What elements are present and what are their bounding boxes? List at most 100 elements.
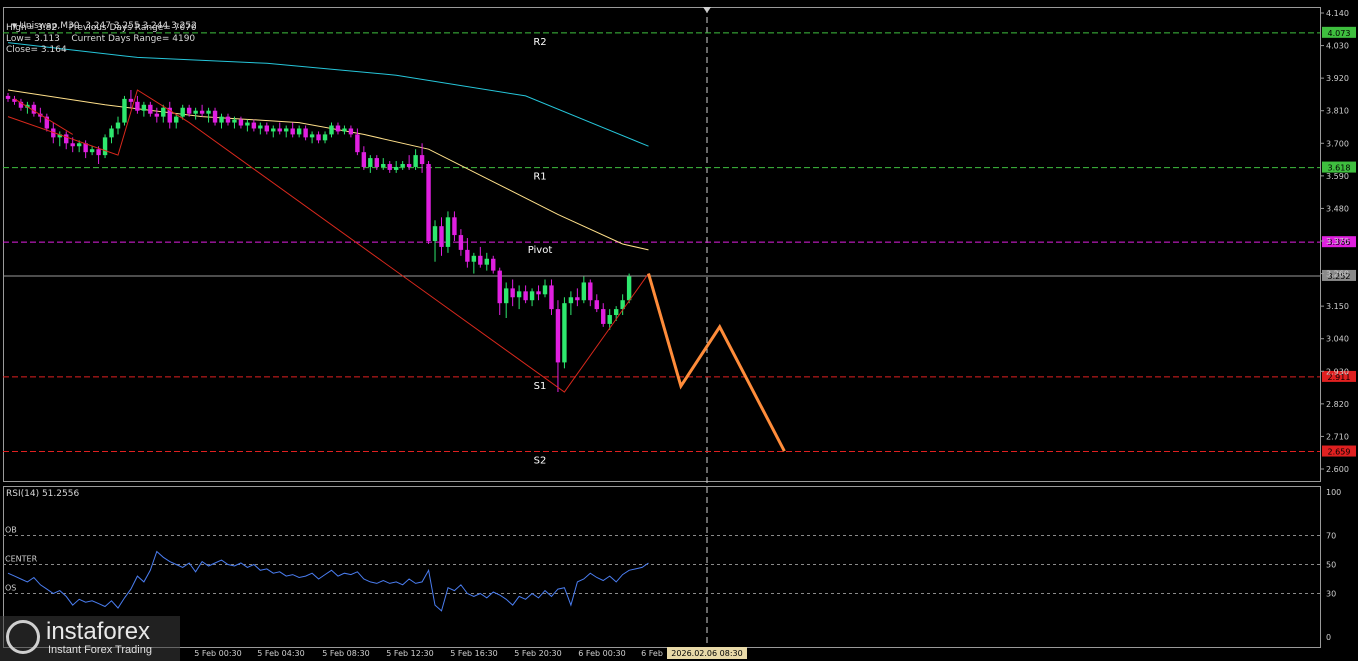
candle-body: [452, 217, 457, 236]
candle-body: [264, 125, 269, 132]
current-price-tag: [1322, 269, 1356, 281]
gear-logo-icon: [6, 620, 40, 654]
candle-body: [503, 288, 509, 304]
price-tag-s1: [1322, 370, 1356, 382]
candle-body: [458, 235, 464, 250]
candle-body: [335, 125, 341, 132]
wave-line-1: [7, 89, 649, 393]
wave-lines: [7, 89, 649, 393]
candle-body: [542, 285, 548, 295]
stats-line-2: Low= 3.113 Current Days Range= 4190: [6, 34, 196, 44]
price-tick-label: 2.710: [1326, 432, 1349, 441]
candle-body: [186, 107, 192, 114]
price-tag-label-s2: 2.659: [1328, 448, 1351, 457]
price-tick-label: 2.820: [1326, 400, 1349, 409]
candle-body: [613, 309, 619, 316]
candle-body: [361, 152, 367, 167]
pivot-label-s1: S1: [534, 381, 547, 392]
candle-body: [245, 122, 250, 126]
time-marker-icon: [703, 7, 711, 13]
candle-body: [322, 134, 328, 141]
candle-body: [381, 164, 386, 167]
candle-body: [484, 258, 489, 265]
grid-layer: [3, 7, 1321, 648]
candle-body: [232, 119, 237, 123]
price-tag-r2: [1322, 26, 1356, 38]
rsi-tick-label: 30: [1326, 590, 1336, 599]
price-tick-label: 2.930: [1326, 367, 1349, 376]
candle-body: [122, 98, 127, 123]
candle-body: [510, 288, 515, 298]
candle-body: [516, 291, 522, 298]
moving-averages: [7, 42, 649, 251]
price-tag-r1: [1322, 161, 1356, 173]
candle-body: [316, 134, 321, 141]
stats-line-1: High= 3.82 Previous Days Range= 7070: [6, 23, 197, 33]
rsi-tick-label: 70: [1326, 532, 1336, 541]
candle-body: [180, 107, 185, 117]
candle-body: [57, 134, 62, 138]
candle-body: [419, 155, 425, 165]
candles: [5, 89, 632, 393]
price-tick-label: 3.260: [1326, 270, 1349, 279]
candle-body: [555, 309, 561, 363]
candle-body: [523, 291, 528, 301]
price-tag-label-pivot: 3.366: [1328, 238, 1351, 247]
candle-body: [161, 107, 166, 117]
candle-body: [193, 110, 198, 114]
candle-body: [277, 128, 282, 132]
candle-body: [199, 110, 205, 114]
candle-body: [251, 122, 257, 129]
rsi-tick-label: 100: [1326, 488, 1341, 497]
main-panel-frame: [3, 7, 1321, 482]
candle-body: [309, 134, 315, 138]
candle-body: [471, 255, 477, 262]
rsi-panel-frame: [3, 486, 1321, 648]
candle-body: [529, 291, 535, 301]
candle-body: [135, 101, 140, 111]
candle-body: [387, 164, 392, 170]
candle-body: [329, 125, 334, 135]
price-tick-label: 2.600: [1326, 465, 1349, 474]
time-tick-label: 5 Feb 04:30: [257, 649, 304, 658]
candle-body: [368, 158, 373, 167]
price-tag-label-s1: 2.911: [1328, 373, 1351, 382]
price-tick-label: 3.370: [1326, 237, 1349, 246]
candle-body: [5, 95, 11, 99]
candle-body: [271, 128, 276, 132]
price-tick-label: 3.150: [1326, 302, 1349, 311]
pivot-label-r2: R2: [533, 37, 546, 48]
rsi-line: [7, 550, 649, 612]
candle-body: [394, 166, 399, 170]
candle-body: [83, 143, 88, 153]
candle-body: [128, 98, 134, 102]
current-time-tag-label: 2026.02.06 08:30: [671, 649, 742, 658]
candle-body: [18, 101, 24, 108]
candle-body: [167, 107, 172, 123]
candle-body: [70, 143, 75, 147]
current-price-tag-label: 3.252: [1328, 272, 1351, 281]
candle-body: [439, 226, 444, 247]
candle-body: [562, 303, 567, 363]
candle-body: [89, 149, 95, 153]
candle-body: [154, 113, 160, 117]
time-tick-label: 5 Feb 20:30: [514, 649, 561, 658]
moving-average-2: [7, 89, 649, 251]
candle-body: [296, 128, 302, 135]
candle-body: [284, 128, 289, 132]
time-tick-label: 5 Feb 08:30: [322, 649, 369, 658]
forecast-line: [647, 273, 786, 452]
time-tick-label: 6 Feb: [641, 649, 663, 658]
candle-body: [491, 258, 496, 271]
candle-body: [601, 309, 606, 324]
dropdown-triangle-icon[interactable]: ▼: [11, 22, 20, 30]
brand-name: instaforex: [46, 618, 151, 645]
rsi-title: RSI(14) 51.2556: [6, 489, 79, 499]
price-tick-label: 3.700: [1326, 139, 1349, 148]
candle-body: [536, 291, 541, 295]
rsi-level-label-ob: OB: [5, 526, 17, 535]
candle-body: [594, 300, 599, 310]
time-tick-label: 5 Feb 12:30: [386, 649, 433, 658]
candle-body: [465, 249, 470, 262]
